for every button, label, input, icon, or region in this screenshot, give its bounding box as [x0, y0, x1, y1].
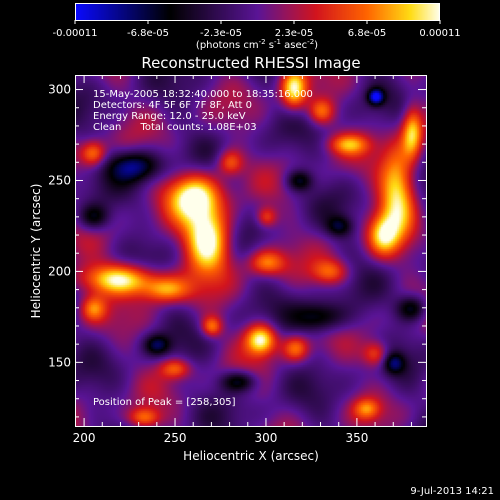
- colorbar-frame: [75, 3, 440, 21]
- observation-info: 15-May-2005 18:32:40.000 to 18:35:16.000…: [93, 89, 313, 408]
- chart-title: Reconstructed RHESSI Image: [141, 54, 360, 72]
- colorbar-tick-label: 0.00011: [419, 28, 460, 39]
- colorbar-tick-label: -0.00011: [53, 28, 98, 39]
- x-tick-label: 300: [255, 431, 278, 445]
- info-line-detectors: Detectors: 4F 5F 6F 7F 8F, Att 0: [93, 100, 252, 111]
- x-tick-label: 200: [73, 431, 96, 445]
- colorbar-tick-label: 2.3e-05: [275, 28, 313, 39]
- colorbar-tick-label: -2.3e-05: [200, 28, 242, 39]
- y-tick-label: 200: [48, 264, 71, 278]
- y-tick-label: 250: [48, 173, 71, 187]
- x-tick-label: 250: [164, 431, 187, 445]
- x-tick-label: 350: [345, 431, 368, 445]
- info-line-energy: Energy Range: 12.0 - 25.0 keV: [93, 111, 246, 122]
- heatmap-image: [75, 75, 427, 427]
- peak-position-label: Position of Peak = [258,305]: [93, 397, 236, 408]
- x-axis-label: Heliocentric X (arcsec): [183, 449, 319, 463]
- colorbar-unit-label: (photons cm-2 s-1 asec-2): [196, 38, 318, 51]
- y-axis-label: Heliocentric Y (arcsec): [29, 184, 43, 319]
- colorbar-tick-label: 6.8e-05: [348, 28, 386, 39]
- info-line-time: 15-May-2005 18:32:40.000 to 18:35:16.000: [93, 89, 313, 100]
- timestamp: 9-Jul-2013 14:21: [410, 486, 494, 497]
- x-axis: 200 250 300 350: [73, 75, 412, 445]
- y-tick-label: 300: [48, 83, 71, 97]
- plot-frame: [75, 75, 427, 427]
- y-tick-label: 150: [48, 355, 71, 369]
- colorbar-tick-label: -6.8e-05: [127, 28, 169, 39]
- y-axis: 150 200 250 300: [48, 83, 426, 418]
- colorbar: [75, 3, 440, 21]
- colorbar-axis: -0.00011 -6.8e-05 -2.3e-05 2.3e-05 6.8e-05 0.…: [53, 3, 461, 51]
- info-line-counts: Clean Total counts: 1.08E+03: [93, 122, 257, 133]
